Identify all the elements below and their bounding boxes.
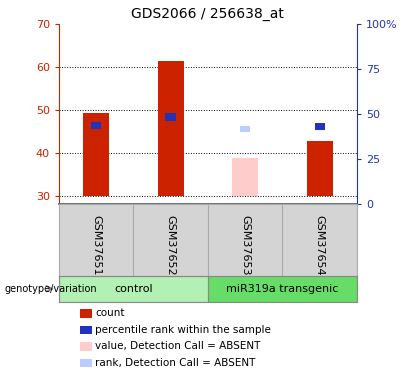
Bar	[59, 276, 208, 302]
Text: miR319a transgenic: miR319a transgenic	[226, 284, 339, 294]
Text: count: count	[95, 309, 124, 318]
Text: GSM37653: GSM37653	[240, 215, 250, 276]
Bar	[91, 122, 101, 129]
Title: GDS2066 / 256638_at: GDS2066 / 256638_at	[131, 7, 284, 21]
Bar	[165, 113, 176, 121]
Text: GSM37654: GSM37654	[315, 215, 325, 276]
Text: GSM37652: GSM37652	[165, 215, 176, 276]
Bar	[208, 276, 357, 302]
Text: genotype/variation: genotype/variation	[4, 284, 97, 294]
Bar	[240, 126, 250, 132]
Text: control: control	[114, 284, 152, 294]
Bar	[232, 158, 258, 196]
Bar	[83, 113, 109, 196]
Bar	[315, 123, 325, 130]
Bar	[158, 61, 184, 196]
Text: value, Detection Call = ABSENT: value, Detection Call = ABSENT	[95, 342, 260, 351]
Text: rank, Detection Call = ABSENT: rank, Detection Call = ABSENT	[95, 358, 255, 368]
Text: percentile rank within the sample: percentile rank within the sample	[95, 325, 271, 335]
Bar	[307, 141, 333, 196]
Text: GSM37651: GSM37651	[91, 215, 101, 276]
